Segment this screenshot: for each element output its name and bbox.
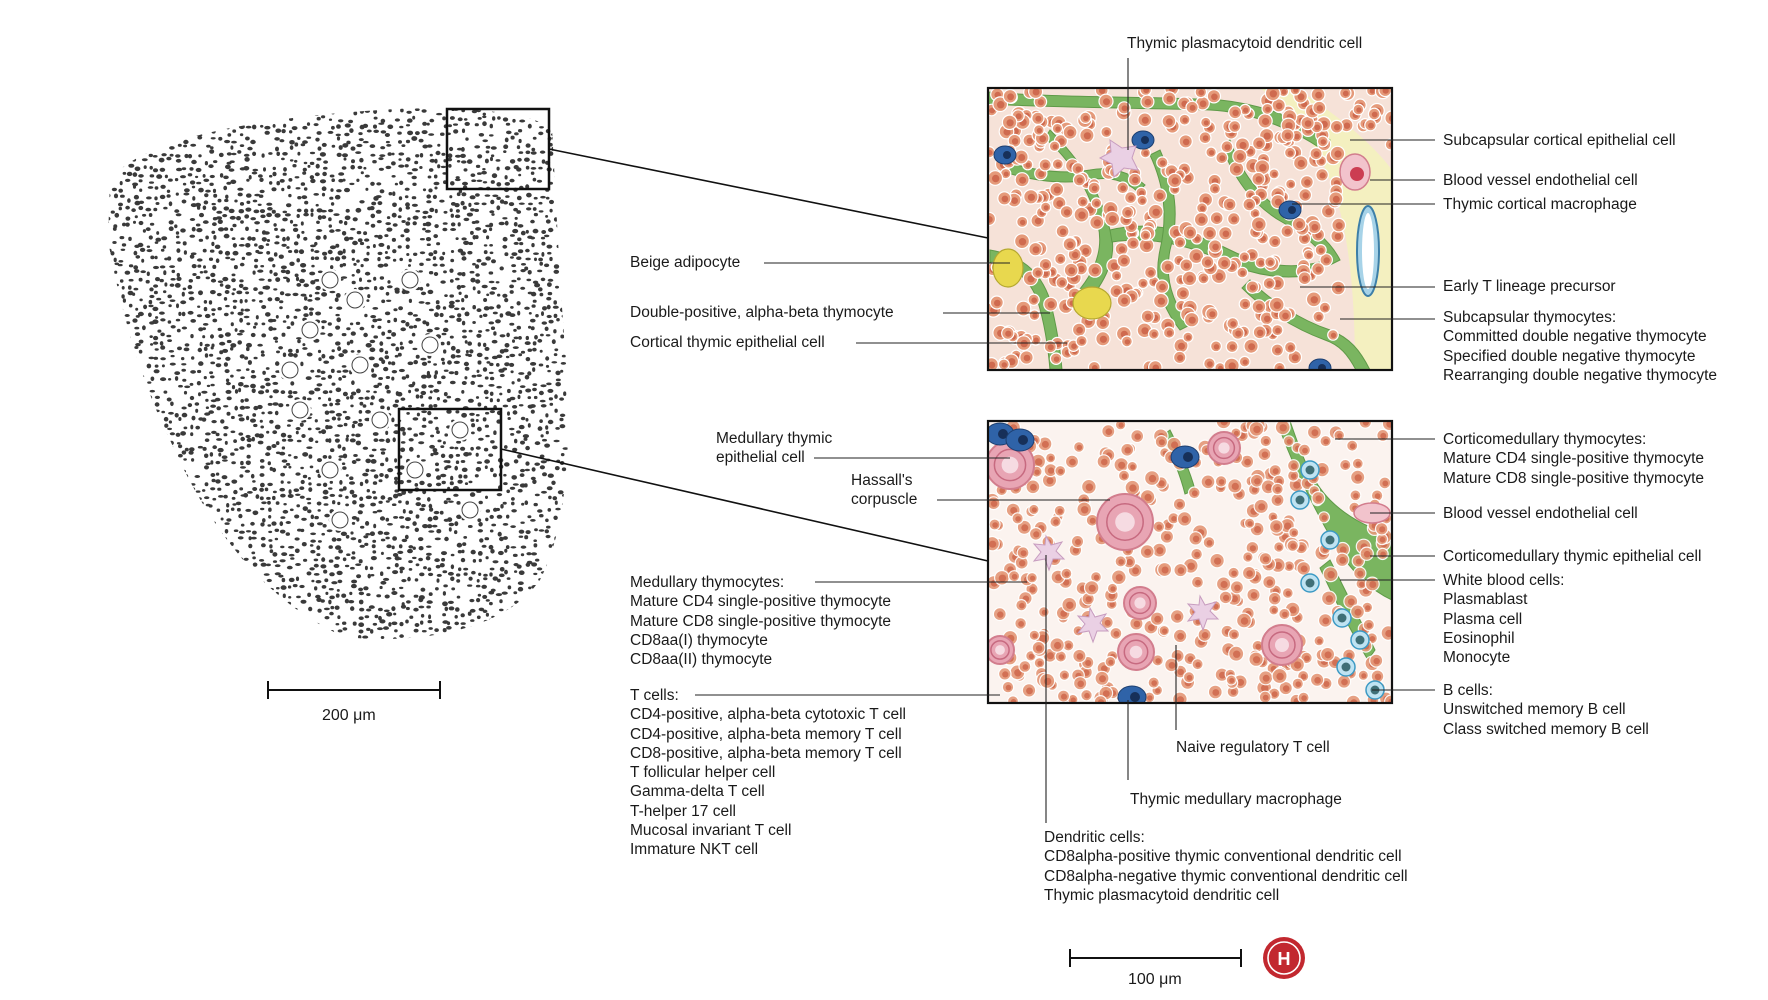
label-line: Medullary thymocytes: — [630, 574, 785, 591]
label-line: White blood cells: — [1443, 572, 1565, 589]
label-line: Mature CD8 single-positive thymocyte — [1443, 469, 1705, 487]
label-line: Plasmablast — [1443, 591, 1528, 609]
label-line: Early T lineage precursor — [1443, 278, 1616, 295]
label-line: Mature CD4 single-positive thymocyte — [1443, 450, 1705, 468]
label-line: Mature CD4 single-positive thymocyte — [630, 593, 892, 611]
label-line: Thymic plasmacytoid dendritic cell — [1127, 35, 1363, 52]
label-line: epithelial cell — [716, 449, 805, 467]
label-line: Dendritic cells: — [1044, 829, 1145, 846]
label-line: CD4-positive, alpha-beta cytotoxic T cel… — [630, 706, 906, 724]
label-line: Hassall's — [851, 472, 913, 489]
label-plasmacytoid-dc-top: Thymic plasmacytoid dendritic cell — [1127, 34, 1362, 53]
cortex-detail-panel — [988, 88, 1392, 370]
label-line: Committed double negative thymocyte — [1443, 328, 1707, 346]
medulla-detail-panel — [988, 421, 1392, 703]
scale-bar-overview — [267, 681, 441, 699]
scale-label-detail: 100 μm — [1128, 971, 1182, 988]
label-line: Mucosal invariant T cell — [630, 822, 792, 840]
cortex-panel-frame — [986, 86, 1394, 372]
label-blood-vessel-endothelial-bottom: Blood vessel endothelial cell — [1443, 504, 1638, 523]
label-line: Subcapsular cortical epithelial cell — [1443, 132, 1676, 149]
label-line: Rearranging double negative thymocyte — [1443, 366, 1718, 384]
label-line: CD8aa(I) thymocyte — [630, 631, 768, 649]
label-line: Gamma-delta T cell — [630, 783, 765, 801]
label-line: Plasma cell — [1443, 610, 1523, 628]
cortex-zoom-line — [548, 148, 989, 239]
label-subcapsular-thymocytes: Subcapsular thymocytes: Committed double … — [1443, 308, 1717, 385]
label-line: Medullary thymic — [716, 430, 833, 447]
label-cortical-macrophage: Thymic cortical macrophage — [1443, 195, 1637, 214]
label-line: T-helper 17 cell — [630, 802, 736, 820]
label-subcapsular-epithelial-cell: Subcapsular cortical epithelial cell — [1443, 131, 1676, 150]
label-line: Class switched memory B cell — [1443, 720, 1649, 738]
label-line: Unswitched memory B cell — [1443, 701, 1626, 719]
label-line: CD8alpha-negative thymic conventional de… — [1044, 867, 1408, 885]
label-line: Cortical thymic epithelial cell — [630, 334, 825, 351]
label-naive-regulatory-t-cell: Naive regulatory T cell — [1176, 738, 1330, 757]
label-cortical-epithelial-cell: Cortical thymic epithelial cell — [630, 333, 825, 352]
publisher-logo: H — [1263, 937, 1305, 979]
label-line: Thymic cortical macrophage — [1443, 196, 1637, 213]
thymus-lobe-overview — [108, 108, 569, 640]
label-medullary-macrophage: Thymic medullary macrophage — [1130, 790, 1342, 809]
label-line: Immature NKT cell — [630, 841, 759, 859]
label-line: Double-positive, alpha-beta thymocyte — [630, 304, 894, 321]
label-line: Eosinophil — [1443, 629, 1515, 647]
label-line: Thymic medullary macrophage — [1130, 791, 1342, 808]
medulla-zoom-line — [500, 448, 989, 562]
scale-label-overview: 200 μm — [322, 707, 376, 724]
leader-lines — [695, 58, 1435, 823]
label-line: Beige adipocyte — [630, 254, 741, 271]
label-line: Subcapsular thymocytes: — [1443, 309, 1617, 326]
label-early-t-lineage-precursor: Early T lineage precursor — [1443, 277, 1616, 296]
medulla-panel-frame — [986, 419, 1394, 705]
label-line: B cells: — [1443, 682, 1493, 699]
label-b-cells: B cells: Unswitched memory B cell Class sw… — [1443, 681, 1649, 739]
label-double-positive-thymocyte: Double-positive, alpha-beta thymocyte — [630, 303, 894, 322]
label-line: Mature CD8 single-positive thymocyte — [630, 612, 892, 630]
label-line: Naive regulatory T cell — [1176, 739, 1330, 756]
label-line: Thymic plasmacytoid dendritic cell — [1044, 886, 1280, 904]
label-blood-vessel-endothelial-top: Blood vessel endothelial cell — [1443, 171, 1638, 190]
label-corticomedullary-epithelial-cell: Corticomedullary thymic epithelial cell — [1443, 547, 1701, 566]
label-line: CD8alpha-positive thymic conventional de… — [1044, 848, 1402, 866]
label-medullary-epithelial-cell: Medullary thymic epithelial cell — [716, 429, 832, 468]
label-line: T follicular helper cell — [630, 764, 776, 782]
label-line: Corticomedullary thymocytes: — [1443, 431, 1647, 448]
label-line: CD8-positive, alpha-beta memory T cell — [630, 744, 902, 762]
label-line: Corticomedullary thymic epithelial cell — [1443, 548, 1702, 565]
label-line: Specified double negative thymocyte — [1443, 347, 1696, 365]
label-beige-adipocyte: Beige adipocyte — [630, 253, 740, 272]
label-line: corpuscle — [851, 491, 918, 509]
lobe-medulla-corpuscles — [279, 269, 481, 531]
label-hassalls-corpuscle: Hassall's corpuscle — [851, 471, 917, 510]
label-line: CD4-positive, alpha-beta memory T cell — [630, 725, 902, 743]
label-line: T cells: — [630, 687, 679, 704]
label-white-blood-cells: White blood cells: Plasmablast Plasma cell… — [1443, 571, 1564, 667]
label-line: Monocyte — [1443, 649, 1511, 667]
label-line: Blood vessel endothelial cell — [1443, 505, 1638, 522]
label-line: Blood vessel endothelial cell — [1443, 172, 1638, 189]
label-line: CD8aa(II) thymocyte — [630, 651, 773, 669]
label-dendritic-cells: Dendritic cells: CD8alpha-positive thymic… — [1044, 828, 1408, 905]
label-t-cells: T cells: CD4-positive, alpha-beta cytotox… — [630, 686, 906, 860]
label-corticomedullary-thymocytes: Corticomedullary thymocytes: Mature CD4 s… — [1443, 430, 1704, 488]
scale-bar-detail — [1069, 949, 1242, 967]
label-medullary-thymocytes: Medullary thymocytes: Mature CD4 single-p… — [630, 573, 891, 669]
